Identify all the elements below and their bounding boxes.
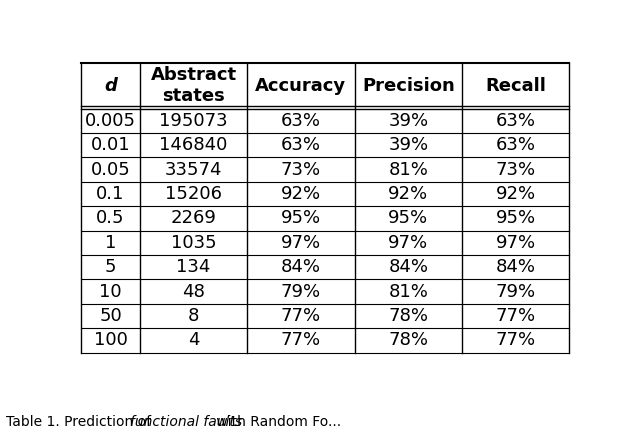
Text: with Random Fo...: with Random Fo... bbox=[212, 415, 341, 429]
Text: 95%: 95% bbox=[281, 209, 321, 227]
Text: 78%: 78% bbox=[388, 307, 428, 325]
Text: 97%: 97% bbox=[281, 234, 321, 252]
Text: 84%: 84% bbox=[388, 258, 428, 276]
Text: 77%: 77% bbox=[281, 307, 321, 325]
Text: 78%: 78% bbox=[388, 331, 428, 349]
Text: 33574: 33574 bbox=[164, 161, 222, 179]
Text: 77%: 77% bbox=[496, 307, 536, 325]
Text: 2269: 2269 bbox=[171, 209, 217, 227]
Text: Precision: Precision bbox=[362, 77, 455, 95]
Text: 77%: 77% bbox=[281, 331, 321, 349]
Text: 0.5: 0.5 bbox=[96, 209, 125, 227]
Text: 50: 50 bbox=[99, 307, 122, 325]
Text: 81%: 81% bbox=[388, 282, 428, 301]
Text: 79%: 79% bbox=[281, 282, 321, 301]
Text: 97%: 97% bbox=[388, 234, 428, 252]
Text: 5: 5 bbox=[105, 258, 117, 276]
Text: 63%: 63% bbox=[496, 136, 536, 154]
Text: 0.05: 0.05 bbox=[91, 161, 130, 179]
Text: 97%: 97% bbox=[496, 234, 536, 252]
Text: 134: 134 bbox=[176, 258, 210, 276]
Text: Recall: Recall bbox=[485, 77, 546, 95]
Text: 146840: 146840 bbox=[159, 136, 227, 154]
Text: 63%: 63% bbox=[281, 136, 321, 154]
Text: 195073: 195073 bbox=[159, 112, 228, 130]
Text: 100: 100 bbox=[93, 331, 127, 349]
Text: 63%: 63% bbox=[496, 112, 536, 130]
Text: 92%: 92% bbox=[496, 185, 536, 203]
Text: 39%: 39% bbox=[388, 112, 428, 130]
Text: 77%: 77% bbox=[496, 331, 536, 349]
Text: functional faults: functional faults bbox=[130, 415, 242, 429]
Text: 63%: 63% bbox=[281, 112, 321, 130]
Text: 0.01: 0.01 bbox=[91, 136, 130, 154]
Text: Table 1. Prediction of: Table 1. Prediction of bbox=[6, 415, 156, 429]
Text: 73%: 73% bbox=[281, 161, 321, 179]
Text: d: d bbox=[104, 77, 117, 95]
Text: 48: 48 bbox=[182, 282, 205, 301]
Text: 84%: 84% bbox=[281, 258, 321, 276]
Text: 39%: 39% bbox=[388, 136, 428, 154]
Text: 81%: 81% bbox=[388, 161, 428, 179]
Text: 95%: 95% bbox=[496, 209, 536, 227]
Text: 8: 8 bbox=[188, 307, 199, 325]
Text: Accuracy: Accuracy bbox=[255, 77, 346, 95]
Text: 92%: 92% bbox=[388, 185, 428, 203]
Text: 0.005: 0.005 bbox=[85, 112, 136, 130]
Text: 4: 4 bbox=[188, 331, 199, 349]
Text: 0.1: 0.1 bbox=[96, 185, 125, 203]
Text: 1035: 1035 bbox=[171, 234, 216, 252]
Text: 95%: 95% bbox=[388, 209, 428, 227]
Text: 79%: 79% bbox=[496, 282, 536, 301]
Text: Abstract
states: Abstract states bbox=[151, 66, 236, 105]
Text: 92%: 92% bbox=[281, 185, 321, 203]
Text: 84%: 84% bbox=[496, 258, 536, 276]
Text: 1: 1 bbox=[105, 234, 116, 252]
Text: 10: 10 bbox=[99, 282, 122, 301]
Text: 73%: 73% bbox=[496, 161, 536, 179]
Text: 15206: 15206 bbox=[165, 185, 222, 203]
